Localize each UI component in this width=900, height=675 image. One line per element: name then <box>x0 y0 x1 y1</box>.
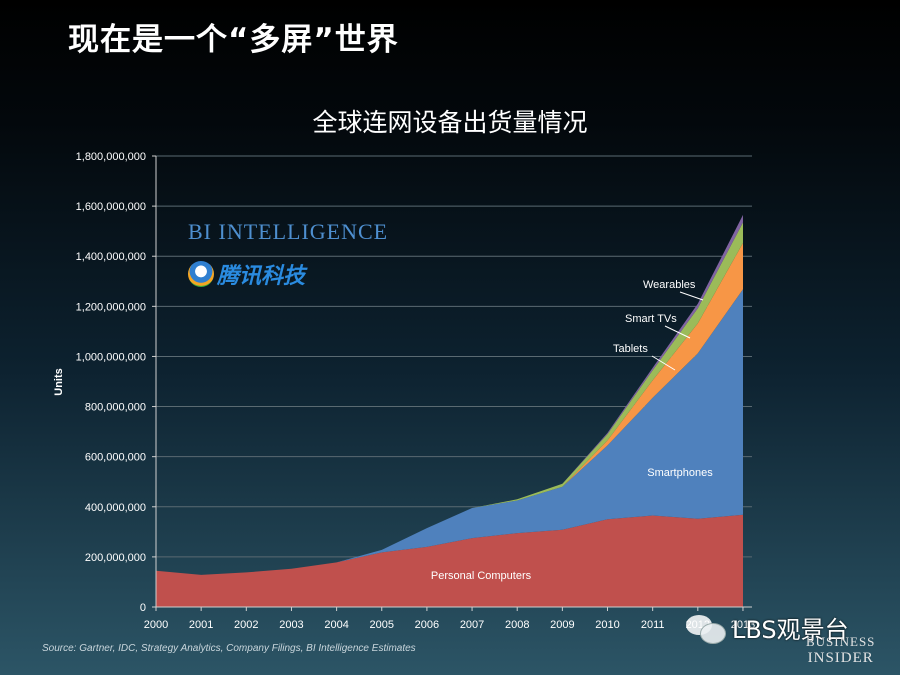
wechat-watermark: LBS观景台 <box>686 610 849 645</box>
xtick-label-5: 2005 <box>370 619 394 631</box>
business-insider-line2: INSIDER <box>807 650 874 666</box>
xtick-label-3: 2003 <box>279 619 303 631</box>
callout-label-smart-tvs: Smart TVs <box>625 313 677 325</box>
ytick-label-0: 0 <box>140 602 146 614</box>
ytick-label-9: 1,800,000,000 <box>76 151 146 163</box>
callout-line-2 <box>651 355 676 371</box>
watermark-text: LBS观景台 <box>732 616 849 644</box>
bi-intelligence-logo: BI INTELLIGENCE <box>188 219 389 244</box>
xtick-label-0: 2000 <box>144 619 168 631</box>
x-tick-labels: 2000 2001 2002 2003 2004 2005 2006 2007 2008 2009… <box>144 619 755 631</box>
ytick-label-6: 1,200,000,000 <box>76 301 146 313</box>
area-personal-computers <box>156 514 743 607</box>
callout-line-1 <box>664 325 691 339</box>
tencent-logo: 腾讯科技 <box>188 258 305 290</box>
chart-title: 全球连网设备出货量情况 <box>312 108 587 137</box>
callout-line-0 <box>679 291 704 301</box>
series-label-smartphones: Smartphones <box>647 467 713 479</box>
axes <box>152 155 752 611</box>
xtick-label-13: 2013 <box>731 619 755 631</box>
ytick-label-5: 1,000,000,000 <box>76 351 146 363</box>
xtick-label-4: 2004 <box>324 619 348 631</box>
xtick-label-11: 2011 <box>641 619 665 631</box>
series-labels: Personal Computers Smartphones Wearables Sm… <box>431 279 713 582</box>
tencent-logo-text: 腾讯科技 <box>217 264 306 289</box>
grid-lines <box>156 155 752 558</box>
slide-title: 现在是一个“多屏”世界 <box>68 22 399 58</box>
ytick-label-8: 1,600,000,000 <box>76 201 146 213</box>
xtick-label-8: 2008 <box>505 619 529 631</box>
ytick-label-3: 600,000,000 <box>85 452 146 464</box>
ytick-label-1: 200,000,000 <box>85 552 146 564</box>
source-note: Source: Gartner, IDC, Strategy Analytics… <box>42 643 416 654</box>
xtick-label-1: 2001 <box>189 619 213 631</box>
business-insider-logo: BUSINESS INSIDER <box>806 634 875 666</box>
series-label-personal-computers: Personal Computers <box>431 570 532 582</box>
ytick-label-7: 1,400,000,000 <box>76 251 146 263</box>
xtick-label-6: 2006 <box>415 619 439 631</box>
xtick-label-9: 2009 <box>550 619 574 631</box>
ytick-label-4: 800,000,000 <box>85 402 146 414</box>
y-tick-labels: 0 200,000,000 400,000,000 600,000,000 800,00… <box>76 151 146 614</box>
callout-label-tablets: Tablets <box>613 343 648 355</box>
y-axis-label: Units <box>53 368 65 396</box>
wechat-icon <box>686 611 726 645</box>
callout-label-wearables: Wearables <box>643 279 696 291</box>
xtick-label-10: 2010 <box>595 619 619 631</box>
xtick-label-7: 2007 <box>460 619 484 631</box>
area-smartphones <box>156 289 743 575</box>
xtick-label-2: 2002 <box>234 619 258 631</box>
ytick-label-2: 400,000,000 <box>85 502 146 514</box>
tencent-penguin-icon <box>188 261 214 287</box>
business-insider-line1: BUSINESS <box>806 634 876 649</box>
series-areas <box>156 214 743 607</box>
